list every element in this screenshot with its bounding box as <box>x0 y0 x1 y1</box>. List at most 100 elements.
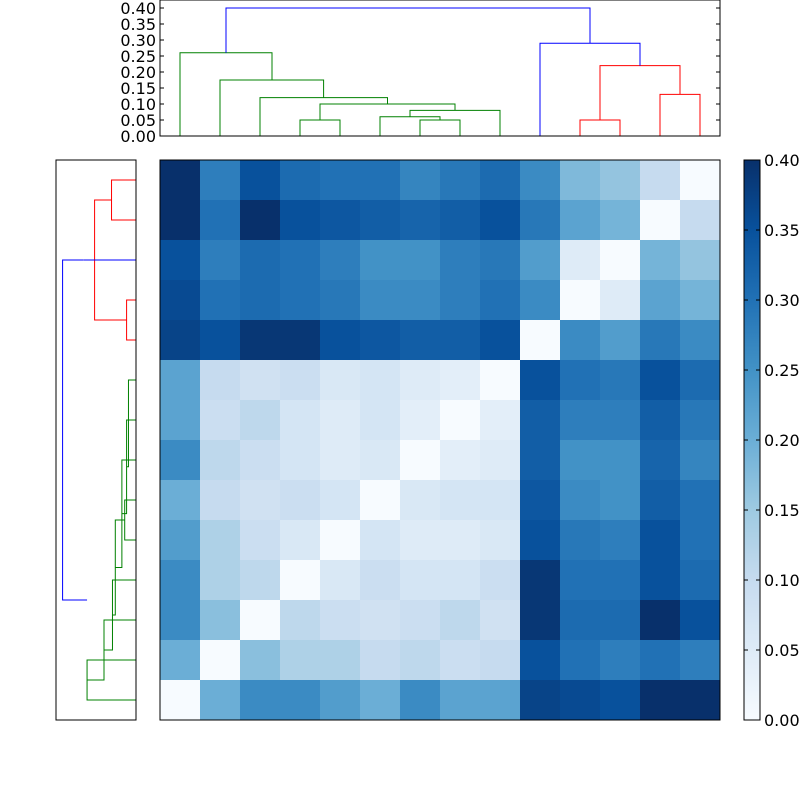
heatmap-cell <box>560 280 601 321</box>
heatmap-cell <box>200 200 241 241</box>
top-dendrogram-y-tick-label: 0.30 <box>120 31 156 50</box>
top-dendrogram-frame <box>159 0 721 137</box>
heatmap-cell <box>560 680 601 721</box>
heatmap-cell <box>520 360 561 401</box>
colorbar-tick-label: 0.30 <box>764 291 800 310</box>
heatmap-cell <box>440 280 481 321</box>
heatmap-cell <box>240 280 281 321</box>
heatmap-cell <box>240 400 281 441</box>
heatmap-cell <box>480 600 521 641</box>
top-dendrogram-y-tick-label: 0.05 <box>120 111 156 130</box>
heatmap-cell <box>440 520 481 561</box>
heatmap-cell <box>520 560 561 601</box>
heatmap-cell <box>200 440 241 481</box>
heatmap-cell <box>320 520 361 561</box>
heatmap-cell <box>360 360 401 401</box>
heatmap-cell <box>680 400 721 441</box>
heatmap-cell <box>640 560 681 601</box>
heatmap-cell <box>360 440 401 481</box>
heatmap-cell <box>160 480 201 521</box>
heatmap-cell <box>480 560 521 601</box>
heatmap-cell <box>240 240 281 281</box>
heatmap-cell <box>160 440 201 481</box>
colorbar-tick-label: 0.35 <box>764 221 800 240</box>
heatmap-cell <box>600 320 641 361</box>
heatmap-cell <box>640 320 681 361</box>
heatmap-cell <box>680 600 721 641</box>
heatmap-cell <box>160 520 201 561</box>
heatmap-cell <box>680 280 721 321</box>
heatmap-cell <box>400 640 441 681</box>
heatmap-cell <box>520 160 561 201</box>
heatmap-cell <box>560 640 601 681</box>
heatmap-cell <box>520 240 561 281</box>
heatmap-cell <box>480 640 521 681</box>
heatmap-cell <box>480 400 521 441</box>
heatmap-cell <box>200 240 241 281</box>
heatmap-cell <box>640 360 681 401</box>
heatmap-cell <box>160 280 201 321</box>
dendrogram-link <box>225 7 591 53</box>
heatmap-cell <box>360 160 401 201</box>
heatmap-cell <box>400 240 441 281</box>
heatmap-cell <box>560 400 601 441</box>
colorbar-tick-label: 0.00 <box>764 711 800 730</box>
heatmap-cell <box>640 280 681 321</box>
heatmap-cell <box>440 440 481 481</box>
heatmap-cell <box>160 560 201 601</box>
heatmap-cell <box>160 360 201 401</box>
heatmap-cell <box>200 680 241 721</box>
heatmap-cell <box>680 480 721 521</box>
heatmap-cell <box>280 520 321 561</box>
heatmap-cell <box>280 560 321 601</box>
heatmap-cell <box>280 160 321 201</box>
heatmap-cell <box>480 680 521 721</box>
heatmap-cell <box>560 200 601 241</box>
colorbar-tick-label: 0.05 <box>764 641 800 660</box>
heatmap-cell <box>320 240 361 281</box>
heatmap-cell <box>600 240 641 281</box>
colorbar-tick-label: 0.15 <box>764 501 800 520</box>
heatmap-cell <box>520 600 561 641</box>
heatmap-cell <box>240 160 281 201</box>
heatmap-cell <box>440 480 481 521</box>
heatmap-cell <box>480 520 521 561</box>
heatmap-cell <box>680 240 721 281</box>
heatmap-cell <box>320 160 361 201</box>
top-dendrogram-links <box>179 7 701 136</box>
heatmap-cell <box>160 320 201 361</box>
heatmap-cell <box>400 160 441 201</box>
heatmap-cell <box>280 360 321 401</box>
heatmap-cell <box>640 440 681 481</box>
heatmap-cell <box>440 560 481 601</box>
heatmap-cell <box>480 480 521 521</box>
heatmap-cell <box>440 360 481 401</box>
heatmap-cell <box>200 560 241 601</box>
heatmap-cell <box>560 160 601 201</box>
heatmap-cell <box>600 400 641 441</box>
heatmap-cell <box>680 440 721 481</box>
heatmap-cell <box>360 680 401 721</box>
heatmap-cell <box>640 600 681 641</box>
left-dendrogram <box>55 159 137 721</box>
heatmap-cell <box>520 640 561 681</box>
heatmap-cell <box>640 680 681 721</box>
heatmap-cell <box>480 320 521 361</box>
heatmap-cell <box>360 200 401 241</box>
heatmap-cell <box>640 400 681 441</box>
heatmap-cell <box>440 600 481 641</box>
colorbar-tick-label: 0.40 <box>764 151 800 170</box>
heatmap-cell <box>480 200 521 241</box>
heatmap-cell <box>600 200 641 241</box>
heatmap-cell <box>200 480 241 521</box>
heatmap-cell <box>160 200 201 241</box>
heatmap-cell <box>440 680 481 721</box>
heatmap-cell <box>400 440 441 481</box>
heatmap-cell <box>400 480 441 521</box>
heatmap-cell <box>600 160 641 201</box>
heatmap-cell <box>680 520 721 561</box>
heatmap-cell <box>400 400 441 441</box>
heatmap-cell <box>280 320 321 361</box>
heatmap-cell <box>240 560 281 601</box>
top-dendrogram-y-tick-label: 0.10 <box>120 95 156 114</box>
